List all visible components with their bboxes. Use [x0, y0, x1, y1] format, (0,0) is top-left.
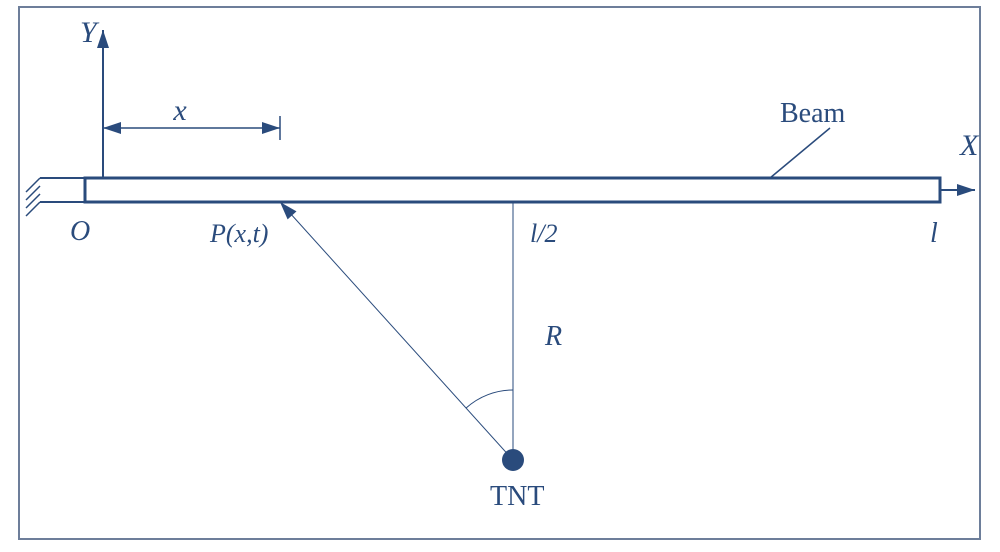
l-label: l: [930, 218, 938, 249]
tnt-dot: [502, 449, 524, 471]
r-label: R: [544, 321, 562, 352]
axis-x-label: X: [959, 129, 980, 162]
tnt-label: TNT: [490, 481, 544, 512]
beam-label: Beam: [780, 98, 846, 129]
outer-frame: [19, 7, 980, 539]
axis-y-label: Y: [80, 16, 100, 49]
l-half-label: l/2: [530, 219, 557, 248]
p-label: P(x,t): [209, 219, 268, 248]
beam: [85, 178, 940, 202]
dim-x-label: x: [172, 94, 187, 127]
angle-arc: [466, 390, 513, 408]
origin-label: O: [70, 216, 90, 247]
